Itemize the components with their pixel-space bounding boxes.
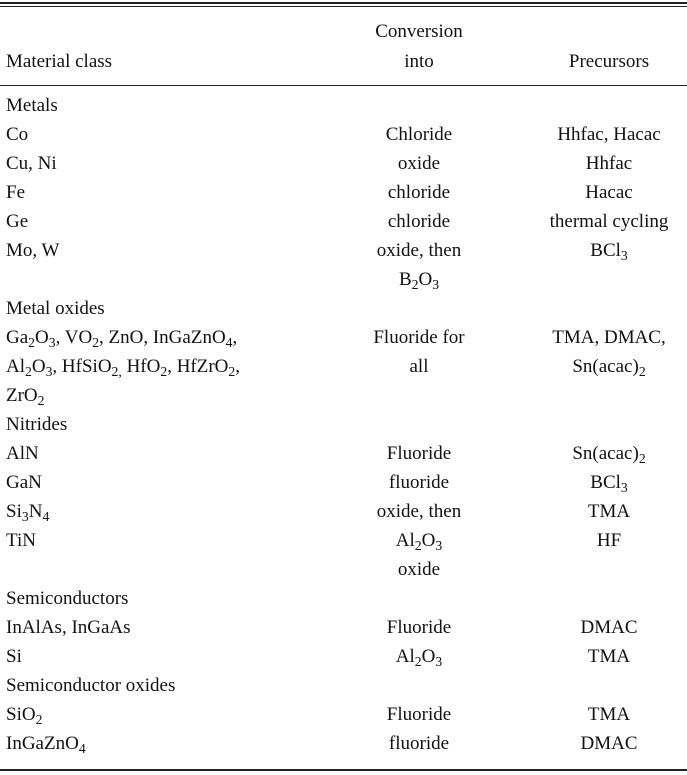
precursor-cell: TMA: [587, 646, 631, 667]
section-label: Metals: [6, 95, 58, 116]
precursor-cell: Hhfac, Hacac: [557, 124, 661, 145]
header-conversion-line1: Conversion: [375, 21, 463, 42]
section-label: Semiconductors: [6, 588, 129, 609]
precursor-cell: TMA, DMAC,: [552, 327, 666, 348]
material-cell: Si3N4: [6, 501, 50, 524]
conversion-cell: Chloride: [385, 124, 453, 145]
conversion-cell: Fluoride: [386, 617, 452, 638]
precursor-cell: TMA: [587, 704, 631, 725]
conversion-cell: oxide, then: [376, 240, 462, 261]
section-row: Semiconductors: [0, 587, 687, 610]
material-cell: AlN: [6, 443, 39, 464]
table-row: Co Chloride Hhfac, Hacac: [0, 123, 687, 146]
material-cell: Al2O3, HfSiO2, HfO2, HfZrO2,: [6, 356, 240, 379]
material-cell: Ga2O3, VO2, ZnO, InGaZnO4,: [6, 327, 238, 350]
material-cell: GaN: [6, 472, 42, 493]
header-rule: [0, 85, 687, 86]
table-row: InAlAs, InGaAs Fluoride DMAC: [0, 616, 687, 639]
material-cell: Cu, Ni: [6, 153, 57, 174]
section-row: Nitrides: [0, 413, 687, 436]
table-row: AlN Fluoride Sn(acac)2: [0, 442, 687, 465]
precursor-cell: DMAC: [580, 733, 638, 754]
conversion-cell: Fluoride: [386, 704, 452, 725]
conversion-cell: Al2O3: [395, 646, 443, 669]
table-row: ZrO2: [0, 384, 687, 407]
conversion-cell: Fluoride for: [373, 327, 465, 348]
table-row: Si3N4 oxide, then TMA: [0, 500, 687, 523]
section-label: Semiconductor oxides: [6, 675, 176, 696]
conversion-cell: all: [409, 356, 429, 377]
section-label: Nitrides: [6, 414, 68, 435]
table-row: B2O3: [0, 268, 687, 291]
material-cell: SiO2: [6, 704, 43, 727]
material-cell: Mo, W: [6, 240, 60, 261]
material-cell: TiN: [6, 530, 36, 551]
table-row: GaN fluoride BCl3: [0, 471, 687, 494]
section-row: Semiconductor oxides: [0, 674, 687, 697]
precursor-cell: BCl3: [590, 472, 628, 495]
table-row: Ga2O3, VO2, ZnO, InGaZnO4, Fluoride for TM…: [0, 326, 687, 349]
header-conversion-line2: into: [404, 51, 434, 72]
table-row: SiO2 Fluoride TMA: [0, 703, 687, 726]
precursor-cell: DMAC: [580, 617, 638, 638]
table-row: InGaZnO4 fluoride DMAC: [0, 732, 687, 755]
conversion-cell: fluoride: [388, 472, 450, 493]
material-cell: Fe: [6, 182, 25, 203]
table-row: Mo, W oxide, then BCl3: [0, 239, 687, 262]
conversion-cell: oxide: [397, 559, 441, 580]
conversion-cell: oxide: [397, 153, 441, 174]
bottom-rule: [0, 769, 687, 771]
conversion-cell: fluoride: [388, 733, 450, 754]
precursor-cell: Hacac: [585, 182, 633, 203]
top-rule-inner: [0, 6, 687, 7]
material-cell: InGaZnO4: [6, 733, 86, 756]
header-precursors: Precursors: [568, 51, 650, 72]
conversion-cell: chloride: [387, 182, 451, 203]
material-cell: Ge: [6, 211, 29, 232]
conversion-cell: Fluoride: [386, 443, 452, 464]
header-row: Conversion: [0, 20, 687, 43]
precursor-cell: thermal cycling: [549, 211, 669, 232]
conversion-cell: B2O3: [398, 269, 440, 292]
conversion-cell: oxide, then: [376, 501, 462, 522]
top-rule: [0, 2, 687, 4]
precursor-cell: BCl3: [590, 240, 628, 263]
table-row: TiN Al2O3 HF: [0, 529, 687, 552]
header-row-2: Material class into Precursors: [0, 50, 687, 73]
table-row: Ge chloride thermal cycling: [0, 210, 687, 233]
section-row: Metal oxides: [0, 297, 687, 320]
table-row: Cu, Ni oxide Hhfac: [0, 152, 687, 175]
material-cell: Si: [6, 646, 22, 667]
table-row: Al2O3, HfSiO2, HfO2, HfZrO2, all Sn(acac)2: [0, 355, 687, 378]
precursor-cell: Sn(acac)2: [572, 443, 646, 466]
material-cell: InAlAs, InGaAs: [6, 617, 131, 638]
material-cell: Co: [6, 124, 29, 145]
conversion-cell: Al2O3: [395, 530, 443, 553]
precursor-cell: Hhfac: [585, 153, 633, 174]
table-row: oxide: [0, 558, 687, 581]
precursor-cell: TMA: [587, 501, 631, 522]
section-label: Metal oxides: [6, 298, 105, 319]
table-row: Si Al2O3 TMA: [0, 645, 687, 668]
precursor-cell: Sn(acac)2: [572, 356, 646, 379]
table-row: Fe chloride Hacac: [0, 181, 687, 204]
precursor-cell: HF: [596, 530, 622, 551]
section-row: Metals: [0, 94, 687, 117]
header-material-class: Material class: [6, 51, 113, 72]
conversion-cell: chloride: [387, 211, 451, 232]
material-cell: ZrO2: [6, 385, 45, 408]
